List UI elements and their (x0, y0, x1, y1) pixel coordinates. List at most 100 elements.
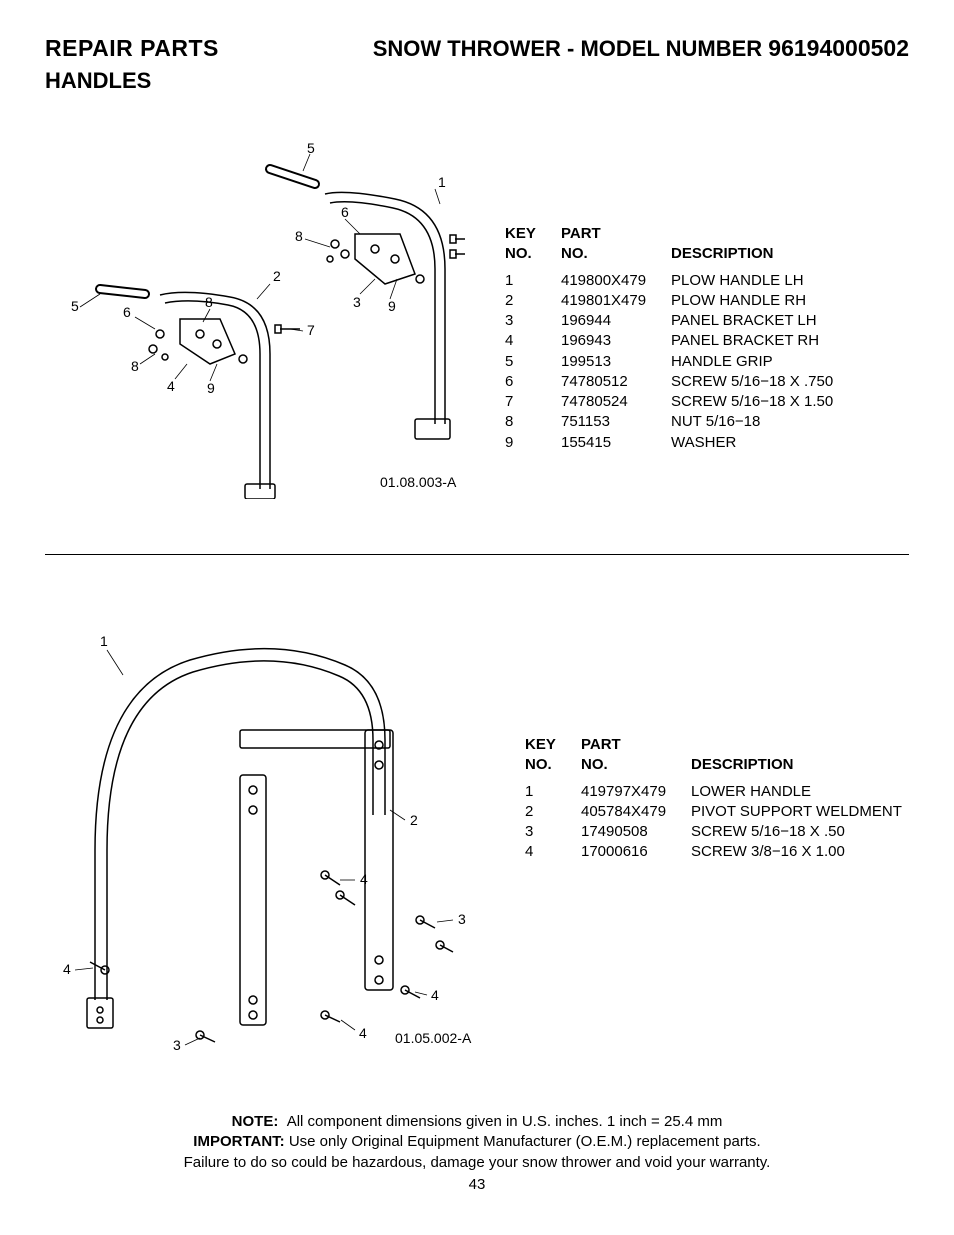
model-line: SNOW THROWER - MODEL NUMBER 96194000502 (373, 35, 909, 62)
cell-part: 419797X479 (581, 782, 691, 802)
cell-key: 2 (505, 291, 561, 311)
table-row: 774780524SCREW 5/16−18 X 1.50 (505, 392, 833, 412)
cell-part: 74780512 (561, 372, 671, 392)
cell-desc: PIVOT SUPPORT WELDMENT (691, 802, 902, 822)
table-row: 2405784X479PIVOT SUPPORT WELDMENT (525, 802, 902, 822)
svg-text:2: 2 (410, 812, 418, 828)
header-row: REPAIR PARTS SNOW THROWER - MODEL NUMBER… (45, 35, 909, 62)
model-prefix: SNOW THROWER - MODEL NUMBER (373, 36, 762, 61)
table-row: 2419801X479PLOW HANDLE RH (505, 291, 833, 311)
diagram-code-1: 01.08.003-A (380, 474, 456, 490)
parts-table-1: KEYNO. PARTNO. DESCRIPTION 1419800X479PL… (505, 224, 833, 453)
svg-text:4: 4 (359, 1025, 367, 1041)
col-key: KEYNO. (505, 224, 561, 271)
cell-part: 751153 (561, 412, 671, 432)
svg-text:9: 9 (207, 380, 215, 396)
svg-text:1: 1 (438, 174, 446, 190)
svg-text:2: 2 (273, 268, 281, 284)
svg-text:3: 3 (353, 294, 361, 310)
svg-text:3: 3 (173, 1037, 181, 1050)
cell-desc: PANEL BRACKET LH (671, 311, 833, 331)
cell-part: 196944 (561, 311, 671, 331)
svg-text:3: 3 (458, 911, 466, 927)
cell-desc: SCREW 5/16−18 X .50 (691, 822, 902, 842)
cell-desc: PLOW HANDLE LH (671, 271, 833, 291)
svg-text:6: 6 (341, 204, 349, 220)
section-lower-handles: 1 2 4 3 4 3 4 4 01.05.002-A KEYNO. PARTN… (45, 620, 909, 1050)
cell-key: 9 (505, 433, 561, 453)
col-desc: DESCRIPTION (671, 224, 833, 271)
section-upper-handles: 5 1 6 8 7 3 9 5 2 6 8 7 8 4 9 01.08.003-… (45, 139, 909, 499)
svg-text:9: 9 (388, 298, 396, 314)
cell-desc: WASHER (671, 433, 833, 453)
svg-text:4: 4 (63, 961, 71, 977)
table-row: 4196943PANEL BRACKET RH (505, 331, 833, 351)
cell-desc: PANEL BRACKET RH (671, 331, 833, 351)
col-key: KEYNO. (525, 735, 581, 782)
footer-notes: NOTE: All component dimensions given in … (0, 1112, 954, 1195)
svg-text:8: 8 (205, 294, 213, 310)
svg-text:4: 4 (360, 871, 368, 887)
important-line: IMPORTANT: Use only Original Equipment M… (0, 1132, 954, 1152)
cell-part: 199513 (561, 352, 671, 372)
diagram-code-2: 01.05.002-A (395, 1030, 471, 1046)
table-row: 417000616SCREW 3/8−16 X 1.00 (525, 842, 902, 862)
svg-text:7: 7 (307, 322, 315, 338)
page-number: 43 (0, 1175, 954, 1195)
svg-text:5: 5 (307, 140, 315, 156)
diagram-lower: 1 2 4 3 4 3 4 4 01.05.002-A (45, 620, 485, 1050)
cell-desc: NUT 5/16−18 (671, 412, 833, 432)
svg-text:8: 8 (295, 228, 303, 244)
svg-text:1: 1 (100, 633, 108, 649)
svg-text:4: 4 (167, 378, 175, 394)
cell-key: 4 (525, 842, 581, 862)
diagram-upper: 5 1 6 8 7 3 9 5 2 6 8 7 8 4 9 01.08.003-… (45, 139, 465, 499)
svg-text:6: 6 (123, 304, 131, 320)
cell-key: 7 (505, 392, 561, 412)
cell-desc: LOWER HANDLE (691, 782, 902, 802)
cell-desc: SCREW 5/16−18 X 1.50 (671, 392, 833, 412)
cell-desc: HANDLE GRIP (671, 352, 833, 372)
cell-key: 2 (525, 802, 581, 822)
table-row: 674780512SCREW 5/16−18 X .750 (505, 372, 833, 392)
cell-part: 17000616 (581, 842, 691, 862)
cell-key: 4 (505, 331, 561, 351)
cell-part: 405784X479 (581, 802, 691, 822)
cell-key: 6 (505, 372, 561, 392)
col-desc: DESCRIPTION (691, 735, 902, 782)
cell-part: 419800X479 (561, 271, 671, 291)
cell-part: 155415 (561, 433, 671, 453)
section-divider (45, 554, 909, 555)
cell-desc: SCREW 3/8−16 X 1.00 (691, 842, 902, 862)
svg-text:5: 5 (71, 298, 79, 314)
title-repair-parts: REPAIR PARTS (45, 35, 219, 62)
table-row: 8751153NUT 5/16−18 (505, 412, 833, 432)
table-body-1: 1419800X479PLOW HANDLE LH2419801X479PLOW… (505, 271, 833, 453)
col-part: PARTNO. (581, 735, 691, 782)
table-row: 3196944PANEL BRACKET LH (505, 311, 833, 331)
cell-part: 196943 (561, 331, 671, 351)
cell-key: 8 (505, 412, 561, 432)
cell-part: 17490508 (581, 822, 691, 842)
cell-desc: PLOW HANDLE RH (671, 291, 833, 311)
note-line: NOTE: All component dimensions given in … (0, 1112, 954, 1132)
col-part: PARTNO. (561, 224, 671, 271)
cell-key: 3 (525, 822, 581, 842)
cell-desc: SCREW 5/16−18 X .750 (671, 372, 833, 392)
cell-part: 74780524 (561, 392, 671, 412)
cell-key: 1 (525, 782, 581, 802)
cell-part: 419801X479 (561, 291, 671, 311)
cell-key: 1 (505, 271, 561, 291)
table-row: 1419800X479PLOW HANDLE LH (505, 271, 833, 291)
svg-text:4: 4 (431, 987, 439, 1003)
warning-line: Failure to do so could be hazardous, dam… (0, 1153, 954, 1173)
cell-key: 3 (505, 311, 561, 331)
table-row: 317490508SCREW 5/16−18 X .50 (525, 822, 902, 842)
cell-key: 5 (505, 352, 561, 372)
parts-table-2: KEYNO. PARTNO. DESCRIPTION 1419797X479LO… (525, 735, 902, 863)
table-row: 5199513HANDLE GRIP (505, 352, 833, 372)
subheading-handles: HANDLES (45, 68, 909, 94)
table-row: 1419797X479LOWER HANDLE (525, 782, 902, 802)
model-number: 96194000502 (768, 35, 909, 61)
table-body-2: 1419797X479LOWER HANDLE2405784X479PIVOT … (525, 782, 902, 863)
